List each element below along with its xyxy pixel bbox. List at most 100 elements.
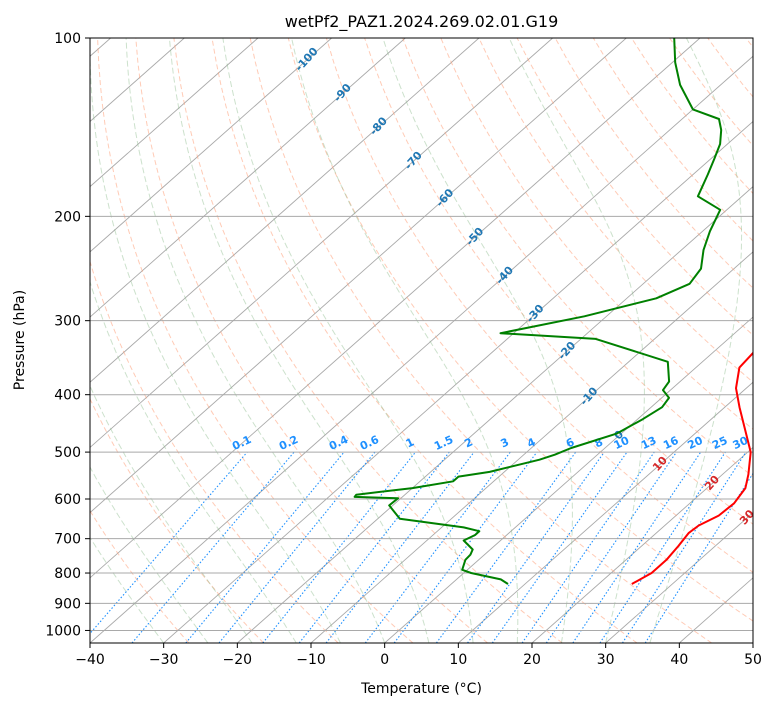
isotherm-line xyxy=(90,38,259,188)
dry-adiabat-line xyxy=(364,38,753,525)
moist-adiabat-line xyxy=(291,38,519,643)
mixing-ratio-line xyxy=(599,451,726,643)
y-tick-label: 900 xyxy=(54,596,81,612)
mixing-ratio-line xyxy=(185,451,345,643)
dry-adiabats xyxy=(90,38,753,643)
dry-adiabat-line xyxy=(592,38,753,242)
mixing-ratio-line xyxy=(621,451,747,643)
dry-adiabat-line xyxy=(325,38,753,573)
mixing-ratio-label: 0.4 xyxy=(327,433,350,453)
y-tick-label: 600 xyxy=(54,492,81,508)
isotherm-line xyxy=(752,642,753,643)
moist-adiabat-line xyxy=(90,280,297,643)
moist-adiabat-line xyxy=(125,38,386,643)
y-axis-label: Pressure (hPa) xyxy=(12,290,28,390)
mixing-ratio-lines xyxy=(90,451,753,643)
x-axis-ticks: −40 −30 −20 −10 0 10 20 30 40 50 xyxy=(75,643,762,668)
mixing-ratio-label: 2 xyxy=(462,435,474,450)
isotherm-line xyxy=(531,446,753,643)
moist-adiabat-line xyxy=(382,38,573,643)
moist-adiabat-line xyxy=(90,38,341,643)
temperature-profile xyxy=(631,351,753,585)
moist-adiabat-line xyxy=(649,38,743,643)
isotherm-line xyxy=(90,38,332,253)
x-tick-label: −10 xyxy=(296,652,326,668)
y-tick-label: 500 xyxy=(54,445,81,461)
dry-adiabat-line xyxy=(90,397,264,643)
isotherm-label: -100 xyxy=(293,45,321,74)
x-axis-label: Temperature (°C) xyxy=(360,681,482,697)
x-tick-label: 30 xyxy=(597,652,615,668)
mixing-ratio-line xyxy=(467,451,605,643)
y-tick-label: 1000 xyxy=(45,623,81,639)
mixing-ratio-line xyxy=(393,451,538,643)
x-tick-label: 50 xyxy=(744,652,762,668)
mixing-ratio-label: 10 xyxy=(612,434,632,452)
dry-adiabat-line xyxy=(287,38,753,622)
dry-adiabat-line xyxy=(554,38,753,289)
dry-adiabat-line xyxy=(135,38,488,643)
y-tick-label: 700 xyxy=(54,532,81,548)
mixing-ratio-line xyxy=(262,451,416,643)
dry-adiabat-line xyxy=(90,259,339,643)
y-axis-ticks: 100 200 300 400 500 600 700 800 900 1000 xyxy=(45,31,90,639)
mixing-ratio-line xyxy=(572,451,702,643)
dry-adiabat-line xyxy=(211,38,638,643)
mixing-ratio-line xyxy=(364,451,511,643)
y-tick-label: 800 xyxy=(54,566,81,582)
mixing-ratio-label: 3 xyxy=(499,435,511,450)
dry-adiabat-line xyxy=(745,38,753,49)
mixing-ratio-line xyxy=(644,472,753,643)
moist-adiabat-line xyxy=(90,466,209,643)
dry-adiabat-line xyxy=(516,38,753,336)
sounding-profiles xyxy=(353,38,753,585)
y-tick-label: 100 xyxy=(54,31,81,47)
isotherm-line xyxy=(90,38,406,318)
mixing-ratio-label: 13 xyxy=(639,434,658,452)
x-tick-label: 0 xyxy=(380,652,389,668)
mixing-ratio-label: 16 xyxy=(661,434,681,452)
mixing-ratio-line xyxy=(90,451,248,635)
mixing-ratio-line xyxy=(545,451,677,643)
dewpoint-profile xyxy=(353,38,723,585)
x-tick-label: 40 xyxy=(670,652,688,668)
dry-adiabat-line xyxy=(707,38,753,98)
mixing-ratio-labels: 0.1 0.2 0.4 0.6 1 1.5 2 3 4 6 8 10 13 16 20 25 30 36 xyxy=(230,433,771,453)
mixing-ratio-label: 4 xyxy=(525,435,538,450)
mixing-ratio-label: 1 xyxy=(404,435,416,450)
isotherm-line xyxy=(90,38,480,383)
dry-adiabat-line xyxy=(402,38,753,478)
isotherm-line xyxy=(605,512,753,643)
dry-adiabat-line xyxy=(249,38,712,643)
isotherm-line xyxy=(458,381,753,643)
mixing-ratio-label: 36 xyxy=(751,434,771,452)
moist-adiabat-line xyxy=(90,384,253,643)
dry-adiabat-line xyxy=(440,38,753,430)
moist-adiabat-line xyxy=(222,38,474,643)
moist-adiabats xyxy=(90,38,743,643)
x-tick-label: 20 xyxy=(523,652,541,668)
isotherm-line xyxy=(90,38,553,449)
isotherm-line xyxy=(90,38,701,579)
y-tick-label: 400 xyxy=(54,388,81,404)
dry-adiabat-line xyxy=(173,38,563,643)
mixing-ratio-label: 25 xyxy=(710,434,729,452)
y-tick-label: 300 xyxy=(54,314,81,330)
pressure-gridlines xyxy=(90,38,753,631)
isotherm-line xyxy=(90,55,753,643)
plot-frame xyxy=(89,37,754,644)
mixing-ratio-label: 30 xyxy=(731,434,751,452)
mixing-ratio-line xyxy=(521,451,655,643)
isotherm-line xyxy=(384,316,753,643)
mixing-ratio-label: 1.5 xyxy=(432,433,455,453)
dry-adiabat-line xyxy=(97,38,414,643)
isotherm-line xyxy=(90,38,627,514)
mixing-ratio-line xyxy=(435,451,577,643)
x-tick-label: −40 xyxy=(75,652,105,668)
x-tick-label: 10 xyxy=(449,652,467,668)
isotherm-label: 40 xyxy=(769,544,775,564)
moist-adiabat-line xyxy=(508,38,645,643)
y-tick-label: 200 xyxy=(54,209,81,225)
